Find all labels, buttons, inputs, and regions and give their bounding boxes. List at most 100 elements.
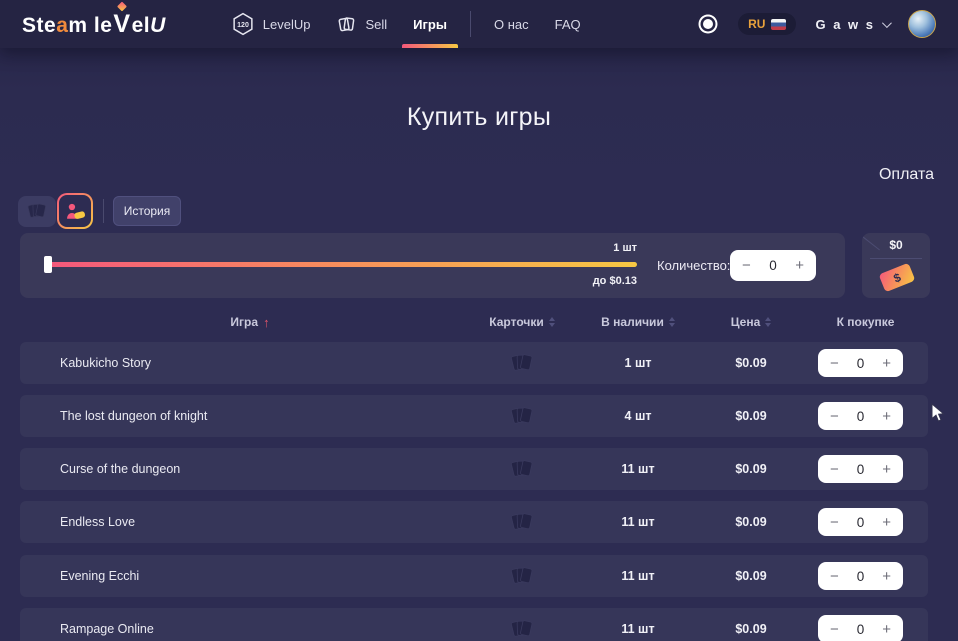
stepper-minus-button[interactable]: − <box>830 567 839 585</box>
table-row: Rampage Online 11 шт $0.09 − 0 + <box>20 608 928 641</box>
stepper-plus-button[interactable]: + <box>882 567 891 585</box>
stepper-minus-button[interactable]: − <box>830 620 839 638</box>
payment-summary-card[interactable]: $0 $ <box>862 233 930 298</box>
price: $0.09 <box>735 569 767 583</box>
slider-max-count: 1 шт <box>613 242 637 254</box>
mouse-cursor <box>931 403 945 422</box>
page-title: Купить игры <box>406 103 552 131</box>
price: $0.09 <box>735 515 767 529</box>
slider-thumb[interactable] <box>44 256 52 273</box>
quantity-panel: 1 шт до $0.13 Количество: − 0 + <box>20 233 845 298</box>
navbar-right: RU G a w s <box>703 10 936 38</box>
user-avatar[interactable] <box>908 10 936 38</box>
row-quantity-stepper: − 0 + <box>818 508 903 536</box>
header-label: Игра <box>230 315 259 329</box>
nav-item-about[interactable]: О нас <box>481 0 542 48</box>
language-code: RU <box>748 17 766 31</box>
stepper-value: 0 <box>856 355 865 371</box>
logo-text: Ste <box>22 13 57 37</box>
card-divider <box>870 258 922 259</box>
header-label: К покупке <box>836 315 895 329</box>
nav-item-games[interactable]: Игры <box>400 0 460 48</box>
cards-icon <box>509 403 536 430</box>
game-name: Evening Ecchi <box>60 569 140 583</box>
sort-icon <box>765 317 772 327</box>
cards-icon <box>509 456 536 483</box>
nav-item-sell[interactable]: Sell <box>323 0 400 48</box>
stepper-plus-button[interactable]: + <box>882 354 891 372</box>
filter-user-cards-button[interactable] <box>57 193 93 229</box>
game-cards-cell <box>472 501 572 543</box>
logo-text: m le <box>68 13 113 37</box>
column-header-stock[interactable]: В наличии <box>583 315 693 329</box>
price: $0.09 <box>735 622 767 636</box>
stepper-minus-button[interactable]: − <box>830 513 839 531</box>
toolbar-divider <box>103 199 104 223</box>
stepper-plus-button[interactable]: + <box>882 460 891 478</box>
history-button[interactable]: История <box>113 196 181 226</box>
table-row: Endless Love 11 шт $0.09 − 0 + <box>20 501 928 543</box>
column-header-game[interactable]: Игра ↑ <box>170 315 330 329</box>
game-name: Endless Love <box>60 515 136 529</box>
column-header-cards[interactable]: Карточки <box>472 315 572 329</box>
nav-item-faq[interactable]: FAQ <box>542 0 594 48</box>
language-selector[interactable]: RU <box>738 13 797 35</box>
stepper-plus-button[interactable]: + <box>795 257 804 274</box>
header-label: Цена <box>730 315 761 329</box>
stepper-value: 0 <box>769 258 777 273</box>
stock-count: 1 шт <box>624 356 652 370</box>
price: $0.09 <box>735 462 767 476</box>
row-quantity-stepper: − 0 + <box>818 615 903 641</box>
table-row: Kabukicho Story 1 шт $0.09 − 0 + <box>20 342 928 384</box>
price: $0.09 <box>735 356 767 370</box>
table-header: Игра ↑ Карточки В наличии Цена К покупке <box>20 312 928 336</box>
game-cards-cell <box>472 395 572 437</box>
cards-icon <box>509 509 536 536</box>
table-row: The lost dungeon of knight 4 шт $0.09 − … <box>20 395 928 437</box>
stepper-minus-button[interactable]: − <box>830 407 839 425</box>
nav-item-levelup[interactable]: 120 LevelUp <box>218 0 324 48</box>
sell-cards-icon <box>336 14 357 35</box>
stepper-minus-button[interactable]: − <box>830 460 839 478</box>
logo-v-diamond: V <box>113 9 131 38</box>
stepper-minus-button[interactable]: − <box>742 257 751 274</box>
game-name: Kabukicho Story <box>60 356 152 370</box>
stepper-value: 0 <box>856 514 865 530</box>
stock-count: 11 шт <box>621 515 655 529</box>
nav-label: О нас <box>493 16 529 32</box>
filter-cards-button[interactable] <box>18 196 56 227</box>
column-header-price[interactable]: Цена <box>706 315 796 329</box>
payment-heading: Оплата <box>878 166 934 183</box>
nav-label: LevelUp <box>262 16 311 32</box>
game-cards-cell <box>472 342 572 384</box>
row-quantity-stepper: − 0 + <box>818 402 903 430</box>
user-menu[interactable]: G a w s <box>815 17 892 32</box>
main-nav: 120 LevelUp Sell Игры О нас FAQ <box>218 0 594 48</box>
game-cards-cell <box>472 608 572 641</box>
payment-amount: $0 <box>889 238 903 252</box>
game-cards-cell <box>472 448 572 490</box>
theme-toggle[interactable] <box>703 19 714 29</box>
cards-icon <box>26 200 49 223</box>
stock-count: 11 шт <box>621 622 655 636</box>
logo-text: el <box>131 13 151 37</box>
stock-count: 11 шт <box>621 569 655 583</box>
table-row: Evening Ecchi 11 шт $0.09 − 0 + <box>20 555 928 597</box>
nav-label: Sell <box>365 16 388 32</box>
russian-flag-icon <box>771 18 787 30</box>
nav-divider <box>469 11 471 37</box>
stepper-value: 0 <box>856 568 865 584</box>
nav-label: Игры <box>413 16 447 32</box>
price: $0.09 <box>735 409 767 423</box>
logo-accent-a: a <box>56 13 69 37</box>
stepper-plus-button[interactable]: + <box>882 620 891 638</box>
user-gamepad-icon <box>66 203 85 219</box>
svg-text:120: 120 <box>237 22 249 29</box>
stepper-plus-button[interactable]: + <box>882 407 891 425</box>
stepper-minus-button[interactable]: − <box>830 354 839 372</box>
stepper-plus-button[interactable]: + <box>882 513 891 531</box>
quantity-slider[interactable] <box>44 256 637 273</box>
stock-count: 11 шт <box>621 462 655 476</box>
